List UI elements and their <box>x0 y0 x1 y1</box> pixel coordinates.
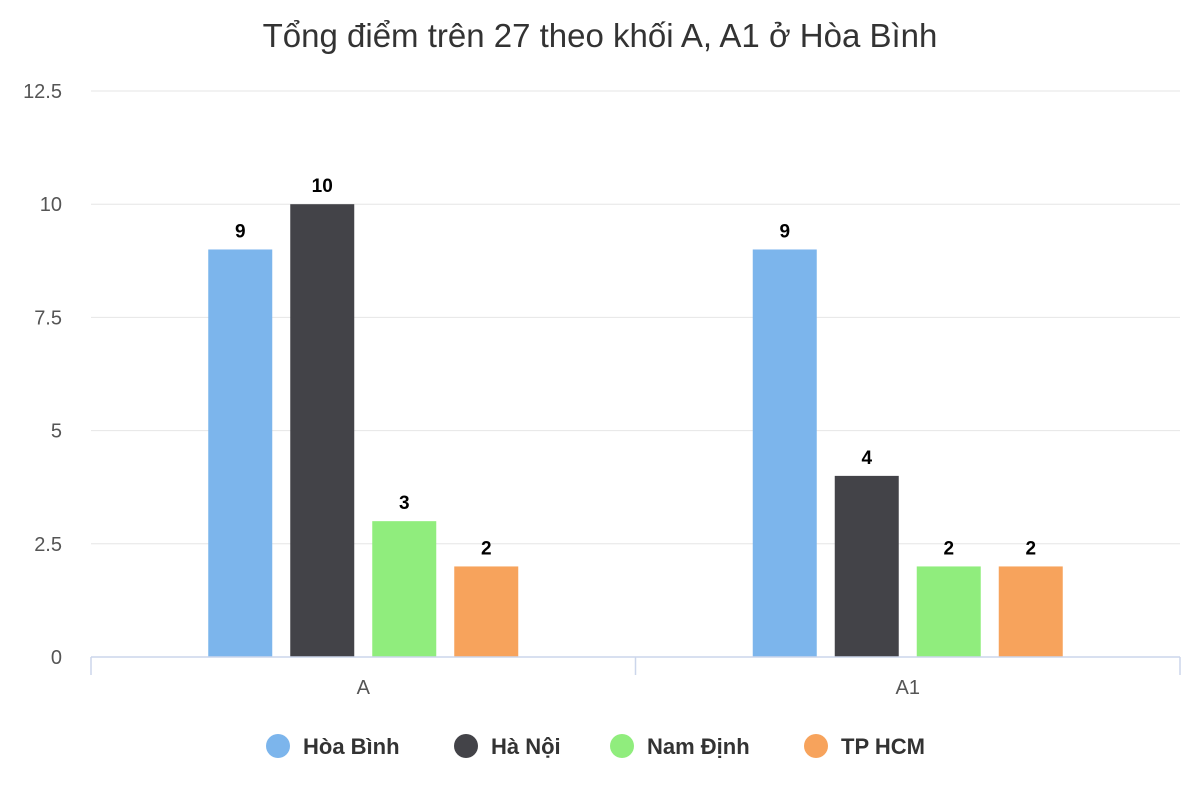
legend-marker <box>804 734 828 758</box>
legend-label: Hà Nội <box>491 734 561 759</box>
bar[interactable] <box>290 204 355 657</box>
bar[interactable] <box>834 475 899 657</box>
data-label: 2 <box>481 538 492 559</box>
y-tick-label: 7.5 <box>34 307 62 329</box>
y-tick-label: 10 <box>40 194 62 216</box>
x-axis: A A1 <box>90 656 1181 699</box>
data-label: 2 <box>1025 538 1036 559</box>
x-tick-label: A1 <box>896 677 920 699</box>
bar[interactable] <box>916 566 981 657</box>
bar[interactable] <box>752 249 817 658</box>
legend-marker <box>610 734 634 758</box>
legend-item[interactable]: Hà Nội <box>454 734 561 759</box>
legend-label: Hòa Bình <box>303 734 400 759</box>
bar[interactable] <box>998 566 1063 657</box>
x-tick-label: A <box>357 677 371 699</box>
data-label: 3 <box>399 493 410 514</box>
legend-label: Nam Định <box>647 734 750 759</box>
bar[interactable] <box>454 566 519 657</box>
chart-title: Tổng điểm trên 27 theo khối A, A1 ở Hòa … <box>263 17 938 54</box>
bar[interactable] <box>208 249 273 658</box>
y-tick-label: 5 <box>51 421 62 443</box>
legend-marker <box>454 734 478 758</box>
grid-lines <box>91 90 1180 545</box>
data-label: 9 <box>779 221 790 242</box>
data-label: 4 <box>861 448 872 469</box>
legend-marker <box>266 734 290 758</box>
bars <box>208 204 1063 658</box>
legend-label: TP HCM <box>841 734 925 759</box>
data-label: 10 <box>312 176 333 197</box>
legend-item[interactable]: Nam Định <box>610 734 750 759</box>
y-axis: 0 2.5 5 7.5 10 12.5 <box>23 81 62 669</box>
data-label: 9 <box>235 221 246 242</box>
bar[interactable] <box>372 521 437 657</box>
y-tick-label: 12.5 <box>23 81 62 103</box>
y-tick-label: 0 <box>51 647 62 669</box>
legend-item[interactable]: TP HCM <box>804 734 925 759</box>
data-label: 2 <box>943 538 954 559</box>
legend[interactable]: Hòa Bình Hà Nội Nam Định TP HCM <box>266 734 925 759</box>
legend-item[interactable]: Hòa Bình <box>266 734 400 759</box>
data-labels: 9 10 3 2 9 4 2 2 <box>235 176 1036 559</box>
y-tick-label: 2.5 <box>34 534 62 556</box>
